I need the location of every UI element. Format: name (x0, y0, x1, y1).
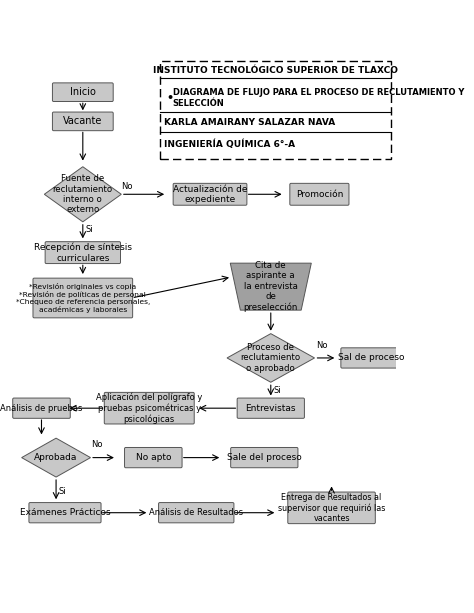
FancyBboxPatch shape (288, 492, 375, 524)
FancyBboxPatch shape (33, 278, 133, 318)
Text: *Revisión originales vs copia
*Revisión de políticas de personal
*Chequeo de ref: *Revisión originales vs copia *Revisión … (16, 283, 150, 313)
Text: INSTITUTO TECNOLÓGICO SUPERIOR DE TLAXCO: INSTITUTO TECNOLÓGICO SUPERIOR DE TLAXCO (153, 66, 398, 75)
Polygon shape (45, 167, 121, 222)
FancyBboxPatch shape (341, 348, 401, 368)
FancyBboxPatch shape (159, 503, 234, 523)
FancyBboxPatch shape (13, 398, 70, 418)
Text: Análisis de Resultados: Análisis de Resultados (149, 508, 243, 517)
Text: Aplicación del polígrafo y
pruebas psicométricas y
psicológicas: Aplicación del polígrafo y pruebas psico… (96, 392, 202, 424)
Text: DIAGRAMA DE FLUJO PARA EL PROCESO DE RECLUTAMIENTO Y: DIAGRAMA DE FLUJO PARA EL PROCESO DE REC… (173, 88, 464, 97)
FancyBboxPatch shape (125, 447, 182, 468)
Text: •: • (166, 93, 173, 103)
Text: Entrevistas: Entrevistas (246, 404, 296, 413)
Text: INGENIERÍA QUÍMICA 6°-A: INGENIERÍA QUÍMICA 6°-A (164, 139, 295, 149)
Text: Entrega de Resultados al
supervisor que requirió las
vacantes: Entrega de Resultados al supervisor que … (278, 493, 385, 523)
Text: Vacante: Vacante (63, 116, 102, 126)
Polygon shape (22, 438, 91, 477)
FancyBboxPatch shape (237, 398, 304, 418)
FancyBboxPatch shape (160, 61, 391, 159)
Text: No: No (91, 440, 102, 449)
Text: No: No (122, 181, 133, 191)
FancyBboxPatch shape (45, 242, 120, 264)
FancyBboxPatch shape (53, 112, 113, 131)
Text: KARLA AMAIRANY SALAZAR NAVA: KARLA AMAIRANY SALAZAR NAVA (164, 118, 335, 128)
Text: Inicio: Inicio (70, 87, 96, 97)
FancyBboxPatch shape (290, 183, 349, 205)
Text: No: No (316, 341, 328, 350)
Text: Si: Si (273, 386, 281, 395)
Text: SELECCIÓN: SELECCIÓN (173, 99, 225, 108)
FancyBboxPatch shape (53, 83, 113, 102)
Text: Fuente de
reclutamiento
interno o
externo: Fuente de reclutamiento interno o extern… (53, 174, 113, 215)
FancyBboxPatch shape (104, 392, 194, 424)
Text: Sal de proceso: Sal de proceso (338, 354, 404, 362)
Text: Si: Si (59, 487, 66, 496)
Text: Cita de
aspirante a
la entrevista
de
preselección: Cita de aspirante a la entrevista de pre… (244, 261, 298, 312)
Text: Recepción de síntesis
curriculares: Recepción de síntesis curriculares (34, 243, 132, 262)
Text: Sale del proceso: Sale del proceso (227, 453, 301, 462)
Text: Exámenes Prácticos: Exámenes Prácticos (20, 508, 110, 517)
Text: Análisis de pruebas: Análisis de pruebas (0, 404, 82, 413)
FancyBboxPatch shape (29, 503, 101, 523)
Text: Promoción: Promoción (296, 190, 343, 199)
Polygon shape (227, 333, 315, 383)
Text: Si: Si (85, 226, 93, 234)
Polygon shape (230, 263, 311, 310)
Text: Actualización de
expediente: Actualización de expediente (173, 185, 247, 204)
FancyBboxPatch shape (231, 447, 298, 468)
FancyBboxPatch shape (173, 183, 247, 205)
Text: No apto: No apto (136, 453, 171, 462)
Text: Proceso de
reclutamiento
o aprobado: Proceso de reclutamiento o aprobado (241, 343, 301, 373)
Text: Aprobada: Aprobada (35, 453, 78, 462)
